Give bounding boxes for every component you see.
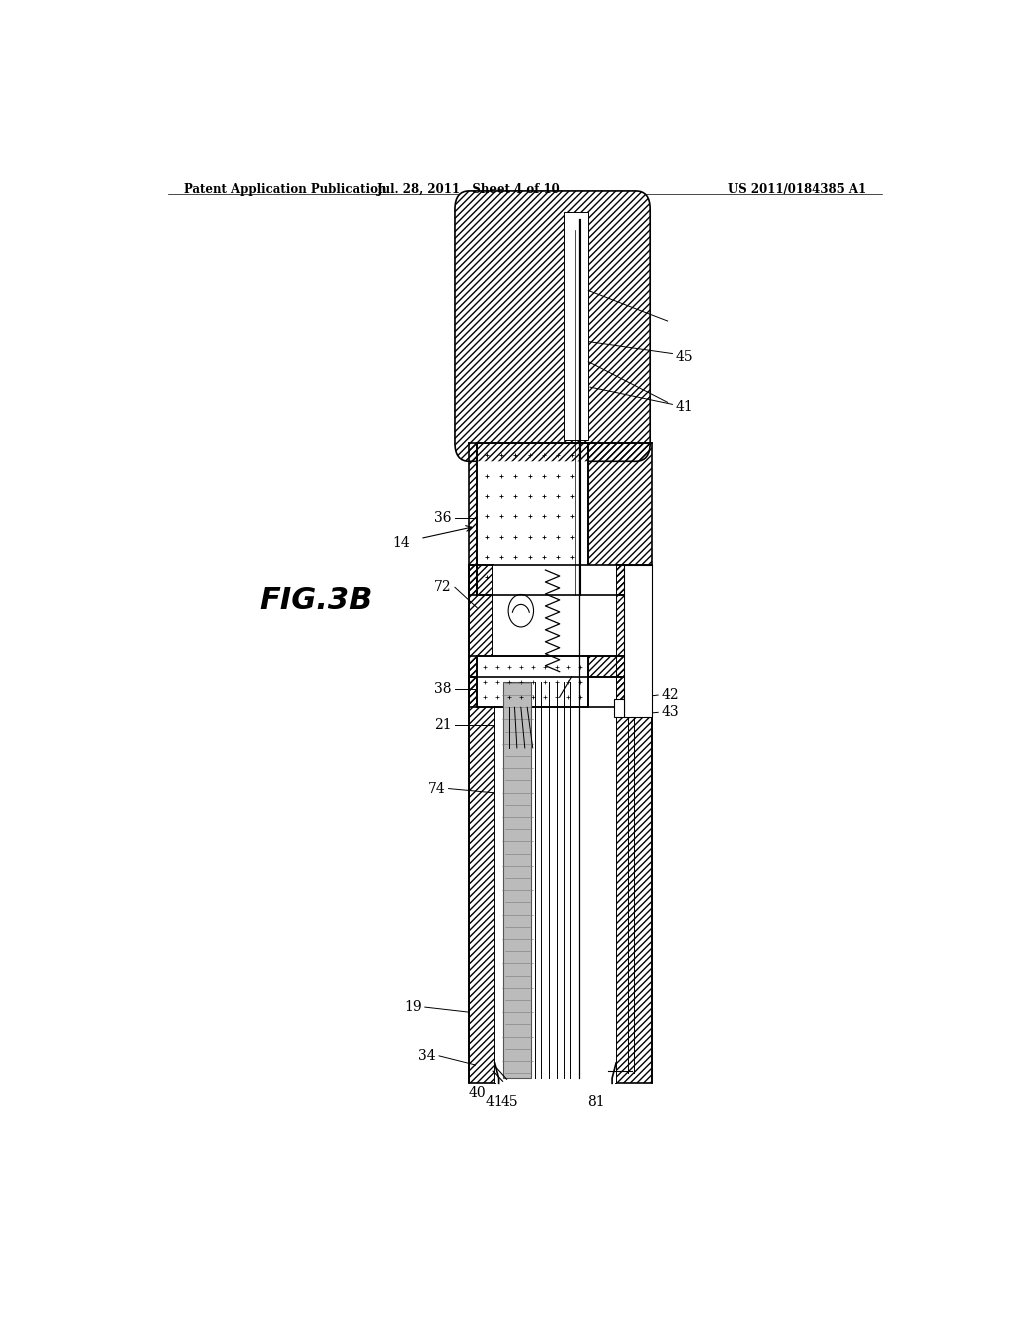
Bar: [494, 565, 616, 677]
Text: 42: 42: [662, 688, 679, 702]
Text: US 2011/0184385 A1: US 2011/0184385 A1: [728, 182, 866, 195]
Bar: [469, 677, 495, 1084]
Bar: [564, 213, 588, 440]
Bar: [588, 444, 652, 595]
Bar: [588, 656, 652, 708]
Text: 40: 40: [468, 1086, 486, 1101]
Bar: [495, 677, 616, 1084]
Text: 81: 81: [588, 1094, 605, 1109]
Bar: [477, 444, 588, 595]
Bar: [504, 682, 531, 1078]
Text: FIG.3B: FIG.3B: [259, 586, 373, 615]
Text: 72: 72: [434, 581, 452, 594]
Bar: [616, 677, 652, 1084]
Text: 45: 45: [676, 350, 693, 363]
Bar: [469, 565, 494, 677]
Text: 38: 38: [434, 682, 452, 696]
Text: 41: 41: [485, 1094, 504, 1109]
Text: 74: 74: [428, 781, 445, 796]
Text: Jul. 28, 2011   Sheet 4 of 10: Jul. 28, 2011 Sheet 4 of 10: [378, 182, 561, 195]
Text: 14: 14: [392, 536, 410, 549]
Bar: [616, 565, 652, 677]
Bar: [477, 656, 588, 708]
Text: 45: 45: [500, 1094, 518, 1109]
Bar: [469, 656, 477, 708]
FancyBboxPatch shape: [455, 191, 650, 461]
Bar: [624, 565, 652, 718]
Text: 34: 34: [418, 1049, 436, 1063]
Text: 43: 43: [662, 705, 679, 719]
Bar: [614, 700, 624, 718]
Text: 19: 19: [404, 1001, 422, 1014]
Text: 36: 36: [434, 511, 452, 525]
Bar: [469, 444, 477, 595]
Text: Patent Application Publication: Patent Application Publication: [183, 182, 386, 195]
Text: 21: 21: [434, 718, 452, 731]
Text: 41: 41: [676, 400, 693, 414]
